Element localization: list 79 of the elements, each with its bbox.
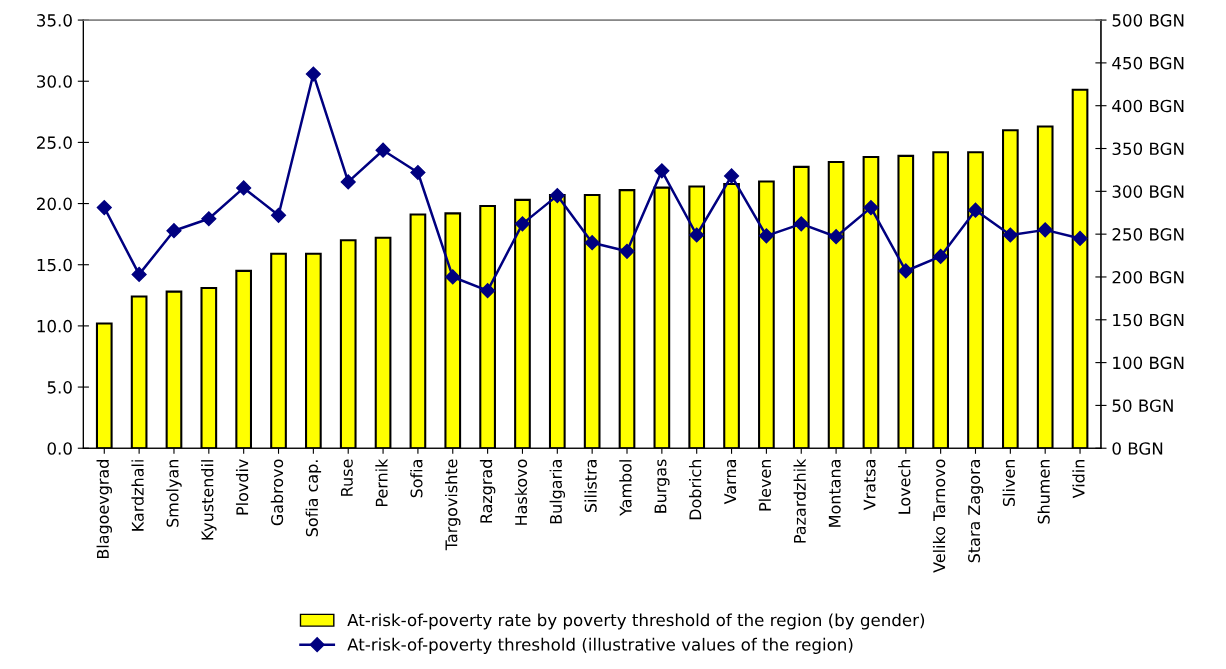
y2-tick-label: 250 BGN bbox=[1112, 228, 1184, 241]
x-tick-label: Montana bbox=[828, 460, 841, 527]
point bbox=[689, 227, 705, 243]
point bbox=[270, 207, 287, 223]
x-tick-label: Pazardzhik bbox=[793, 458, 806, 543]
point bbox=[96, 200, 112, 216]
x-tick-label: Blagoevgrad bbox=[96, 460, 113, 559]
y-tick-label: 30.0 bbox=[37, 75, 72, 88]
x-tick-label: Smolyan bbox=[166, 460, 182, 527]
y-tick-label: 35.0 bbox=[37, 14, 72, 27]
x-tick-label: Kardzhali bbox=[131, 460, 144, 531]
point bbox=[514, 216, 531, 232]
x-tick-label: Bulgaria bbox=[549, 460, 566, 524]
y-tick-label: 20.0 bbox=[37, 197, 72, 211]
point bbox=[828, 229, 844, 245]
point bbox=[933, 248, 949, 264]
point bbox=[305, 66, 321, 82]
y2-tick-label: 200 BGN bbox=[1112, 270, 1184, 284]
x-tick-label: Haskovo bbox=[514, 459, 528, 525]
point bbox=[1002, 227, 1018, 243]
x-tick-label: Ruse bbox=[340, 459, 353, 496]
y-tick-label: 25.0 bbox=[37, 136, 72, 149]
x-tick-label: Pernik bbox=[375, 458, 388, 507]
point bbox=[793, 216, 809, 232]
point bbox=[967, 202, 984, 218]
x-tick-label: Dobrich bbox=[688, 460, 702, 520]
point bbox=[480, 283, 496, 299]
x-tick-label: Targovishte bbox=[445, 459, 461, 551]
point bbox=[619, 243, 635, 259]
point bbox=[410, 164, 426, 181]
y2-tick-label: 450 BGN bbox=[1112, 56, 1184, 70]
point bbox=[236, 180, 252, 196]
point bbox=[549, 188, 565, 204]
point bbox=[131, 266, 147, 282]
point bbox=[445, 269, 461, 285]
point bbox=[898, 263, 914, 279]
x-tick-label: Sofia cap. bbox=[305, 460, 322, 537]
y2-tick-label: 500 BGN bbox=[1112, 14, 1184, 27]
x-tick-label: Veliko Tarnovo bbox=[932, 459, 946, 573]
legend-label: At-risk-of-poverty threshold (illustrative values of the region) bbox=[347, 637, 853, 654]
x-tick-label: Shumen bbox=[1037, 460, 1050, 524]
x-tick-label: Vidin bbox=[1072, 460, 1085, 499]
y2-tick-label: 150 BGN bbox=[1113, 313, 1184, 327]
x-tick-label: Sliven bbox=[1002, 460, 1015, 507]
x-tick-label: Gabrovo bbox=[270, 459, 284, 526]
point bbox=[1072, 230, 1088, 247]
y2-tick-label: 0 BGN bbox=[1112, 442, 1163, 455]
y-tick-label: 5.0 bbox=[47, 381, 72, 394]
point bbox=[584, 235, 600, 251]
x-tick-label: Kyustendil bbox=[201, 460, 217, 540]
point bbox=[758, 228, 774, 244]
y-tick-label: 10.0 bbox=[37, 319, 72, 333]
point bbox=[201, 211, 217, 227]
x-tick-label: Varna bbox=[724, 460, 737, 505]
y2-tick-label: 300 BGN bbox=[1112, 185, 1184, 198]
x-tick-label: Yambol bbox=[619, 460, 632, 516]
point bbox=[1037, 222, 1053, 238]
x-tick-label: Razgrad bbox=[479, 460, 496, 523]
x-tick-label: Lovech bbox=[898, 460, 911, 514]
y-tick-label: 15.0 bbox=[37, 258, 72, 272]
y2-tick-label: 50 BGN bbox=[1112, 399, 1173, 412]
x-tick-label: Silistra bbox=[584, 460, 597, 512]
point bbox=[375, 142, 391, 158]
y2-tick-label: 400 BGN bbox=[1112, 99, 1184, 113]
x-tick-label: Plovdiv bbox=[235, 459, 249, 515]
x-tick-label: Pleven bbox=[758, 460, 772, 511]
x-tick-label: Vratsa bbox=[863, 460, 876, 511]
y-tick-label: 0.0 bbox=[47, 442, 72, 455]
point bbox=[166, 223, 182, 239]
x-tick-label: Sofia bbox=[410, 460, 423, 498]
x-tick-label: Stara Zagora bbox=[968, 460, 984, 563]
y2-tick-label: 100 BGN bbox=[1113, 356, 1184, 370]
point bbox=[863, 200, 879, 216]
point bbox=[723, 168, 740, 184]
legend-label: At-risk-of-poverty rate by poverty threshold of the region (by gender) bbox=[347, 613, 925, 630]
y2-tick-label: 350 BGN bbox=[1112, 142, 1184, 156]
x-tick-label: Burgas bbox=[654, 459, 670, 513]
point bbox=[654, 163, 670, 179]
point bbox=[340, 174, 356, 190]
